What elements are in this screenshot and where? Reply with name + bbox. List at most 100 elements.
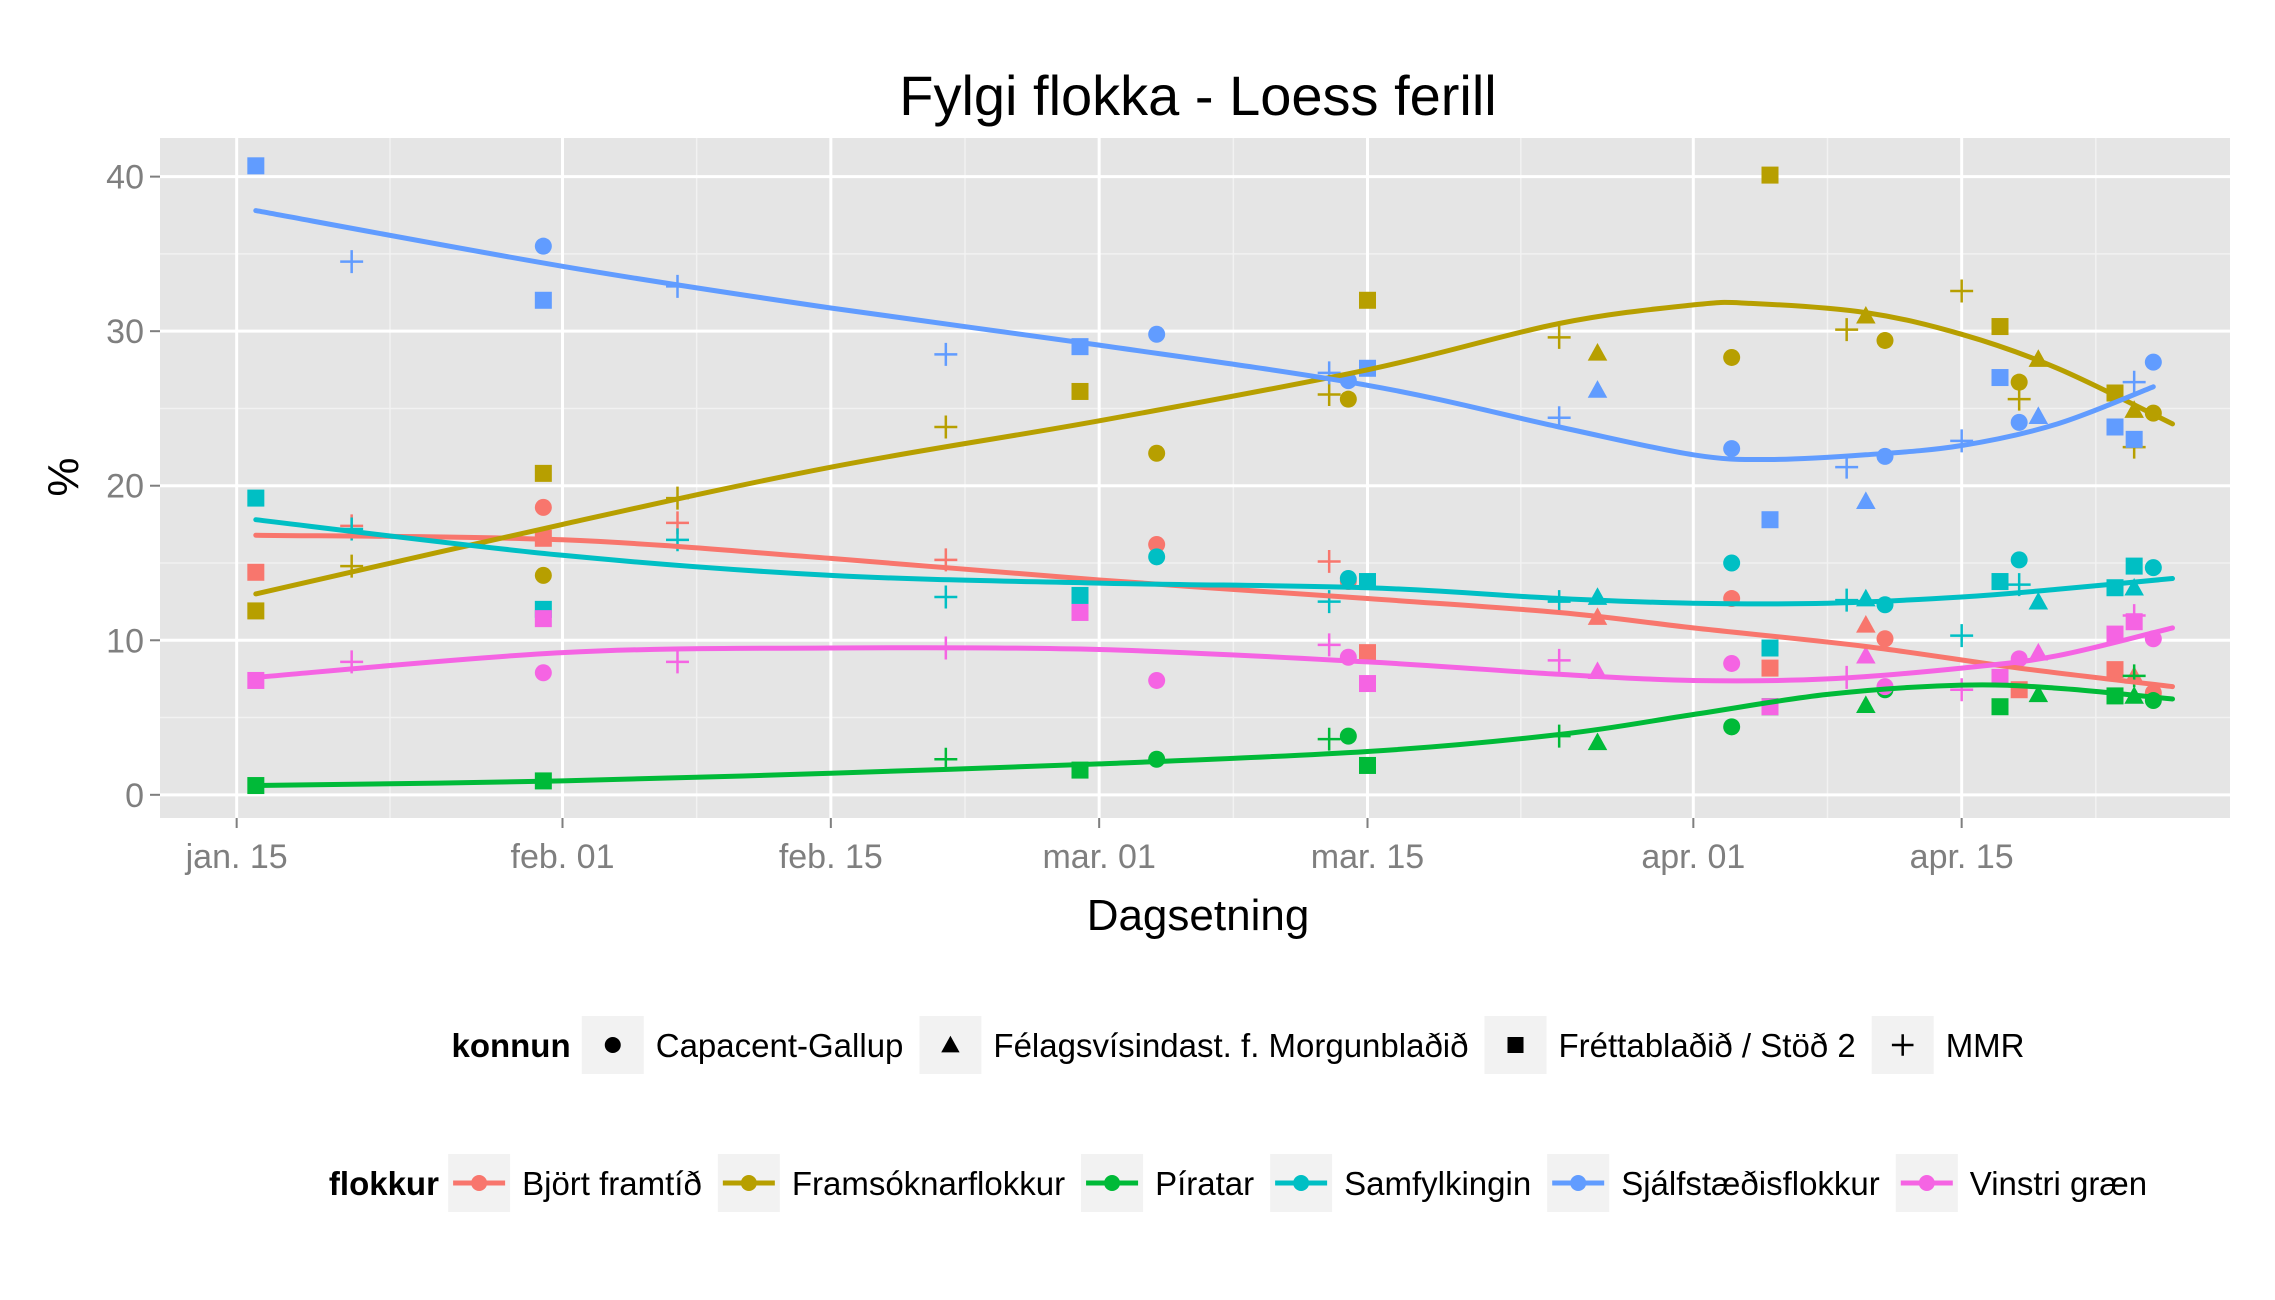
x-tick-label: mar. 01	[1042, 838, 1155, 876]
data-point	[2106, 418, 2124, 436]
data-point	[1835, 455, 1859, 479]
data-point	[1359, 644, 1376, 662]
plot-background	[160, 138, 2230, 818]
data-point	[1950, 279, 1974, 303]
data-point	[934, 415, 958, 439]
data-point	[1991, 698, 2009, 716]
data-point	[1856, 491, 1876, 510]
data-point	[1317, 633, 1341, 657]
loess-line-piratar	[253, 682, 2175, 788]
legend-item-bjort: Björt framtíð	[448, 1154, 702, 1212]
data-point	[1991, 573, 2009, 591]
legend-label: Framsóknarflokkur	[792, 1165, 1065, 1202]
data-point	[1071, 382, 1089, 400]
legend-point-swatch	[471, 1175, 488, 1191]
data-point	[1339, 727, 1357, 745]
y-tick-label: 30	[106, 313, 144, 351]
y-tick-label: 0	[125, 777, 144, 815]
legend-point-swatch	[1104, 1175, 1121, 1191]
legend-point-swatch	[1570, 1175, 1587, 1191]
series-samfylking	[247, 489, 2162, 657]
legend-shape-triangle-icon	[941, 1035, 960, 1053]
data-point	[1071, 586, 1089, 604]
legend-title: konnun	[451, 1027, 570, 1064]
x-tick-label: mar. 15	[1311, 838, 1424, 876]
data-point	[1547, 325, 1571, 349]
legend-item-frettabladid: Fréttablaðið / Stöð 2	[1484, 1016, 1856, 1074]
data-point	[534, 498, 552, 516]
axes: 0 10 20 30 40 jan. 15 feb. 01 feb. 15 mar. 01 mar…	[106, 159, 2013, 876]
data-point	[2007, 387, 2031, 411]
data-point	[1723, 554, 1741, 572]
data-point	[1723, 718, 1741, 736]
data-point	[534, 237, 552, 255]
legend-label: Capacent-Gallup	[656, 1027, 904, 1064]
y-axis-title: %	[39, 457, 88, 496]
data-point	[1991, 318, 2009, 336]
x-tick-label: apr. 01	[1641, 838, 1745, 876]
data-point	[2122, 604, 2146, 628]
data-point	[1359, 675, 1376, 693]
x-tick-label: feb. 15	[779, 838, 883, 876]
plot-area	[160, 138, 2230, 818]
data-point	[2122, 370, 2146, 394]
data-point	[1317, 383, 1341, 407]
legend-item-samfylking: Samfylkingin	[1270, 1154, 1531, 1212]
data-point	[534, 664, 552, 682]
y-tick-label: 40	[106, 159, 144, 197]
data-point	[1148, 325, 1166, 343]
data-point	[1856, 645, 1876, 664]
data-point	[2124, 400, 2144, 418]
data-point	[1587, 732, 1608, 751]
data-point	[1761, 166, 1779, 184]
data-point	[2106, 625, 2124, 643]
data-point	[1761, 511, 1779, 529]
legend-item-piratar: Píratar	[1081, 1154, 1254, 1212]
legend-label: Sjálfstæðisflokkur	[1621, 1165, 1880, 1202]
x-axis-title: Dagsetning	[1087, 891, 1310, 940]
legend-item-vinstri: Vinstri græn	[1895, 1154, 2147, 1212]
data-point	[1547, 648, 1571, 672]
legend-label: MMR	[1946, 1027, 2025, 1064]
data-point	[1761, 659, 1779, 677]
data-point	[2144, 353, 2162, 371]
data-point	[1856, 615, 1876, 633]
data-point	[1991, 369, 2009, 387]
data-point	[1876, 331, 1894, 349]
data-point	[1761, 639, 1779, 657]
x-tick-label: feb. 01	[511, 838, 615, 876]
data-point	[247, 157, 265, 175]
data-point	[534, 610, 552, 628]
legend-label: Vinstri græn	[1970, 1165, 2147, 1202]
data-point	[2144, 559, 2162, 577]
data-point	[534, 464, 552, 482]
x-tick-label: jan. 15	[185, 838, 288, 876]
data-point	[2106, 661, 2124, 679]
data-point	[1359, 291, 1376, 309]
data-point	[1148, 535, 1166, 553]
data-point	[1339, 569, 1357, 587]
legend-label: Fréttablaðið / Stöð 2	[1559, 1027, 1856, 1064]
legend-item-sjalfstaedis: Sjálfstæðisflokkur	[1547, 1154, 1880, 1212]
data-point	[1991, 668, 2009, 686]
data-point	[340, 250, 364, 274]
data-point	[1359, 756, 1376, 774]
y-tick-label: 10	[106, 622, 144, 660]
legend-item-framsokn: Framsóknarflokkur	[717, 1154, 1065, 1212]
data-point	[1587, 380, 1608, 398]
loess-line-bjort	[253, 532, 2175, 690]
data-point	[1876, 630, 1894, 648]
legend-point-swatch	[740, 1175, 757, 1191]
data-point	[247, 489, 265, 507]
data-point	[1317, 727, 1341, 751]
legend-item-felags: Félagsvísindast. f. Morgunblaðið	[919, 1016, 1469, 1074]
data-point	[1317, 549, 1341, 573]
legend-shape-plus-icon	[1891, 1034, 1914, 1056]
data-point	[934, 585, 958, 609]
data-point	[1547, 590, 1571, 614]
x-tick-label: apr. 15	[1910, 838, 2014, 876]
data-point	[1148, 548, 1166, 566]
legend-point-swatch	[1293, 1175, 1310, 1191]
data-point	[666, 650, 689, 674]
